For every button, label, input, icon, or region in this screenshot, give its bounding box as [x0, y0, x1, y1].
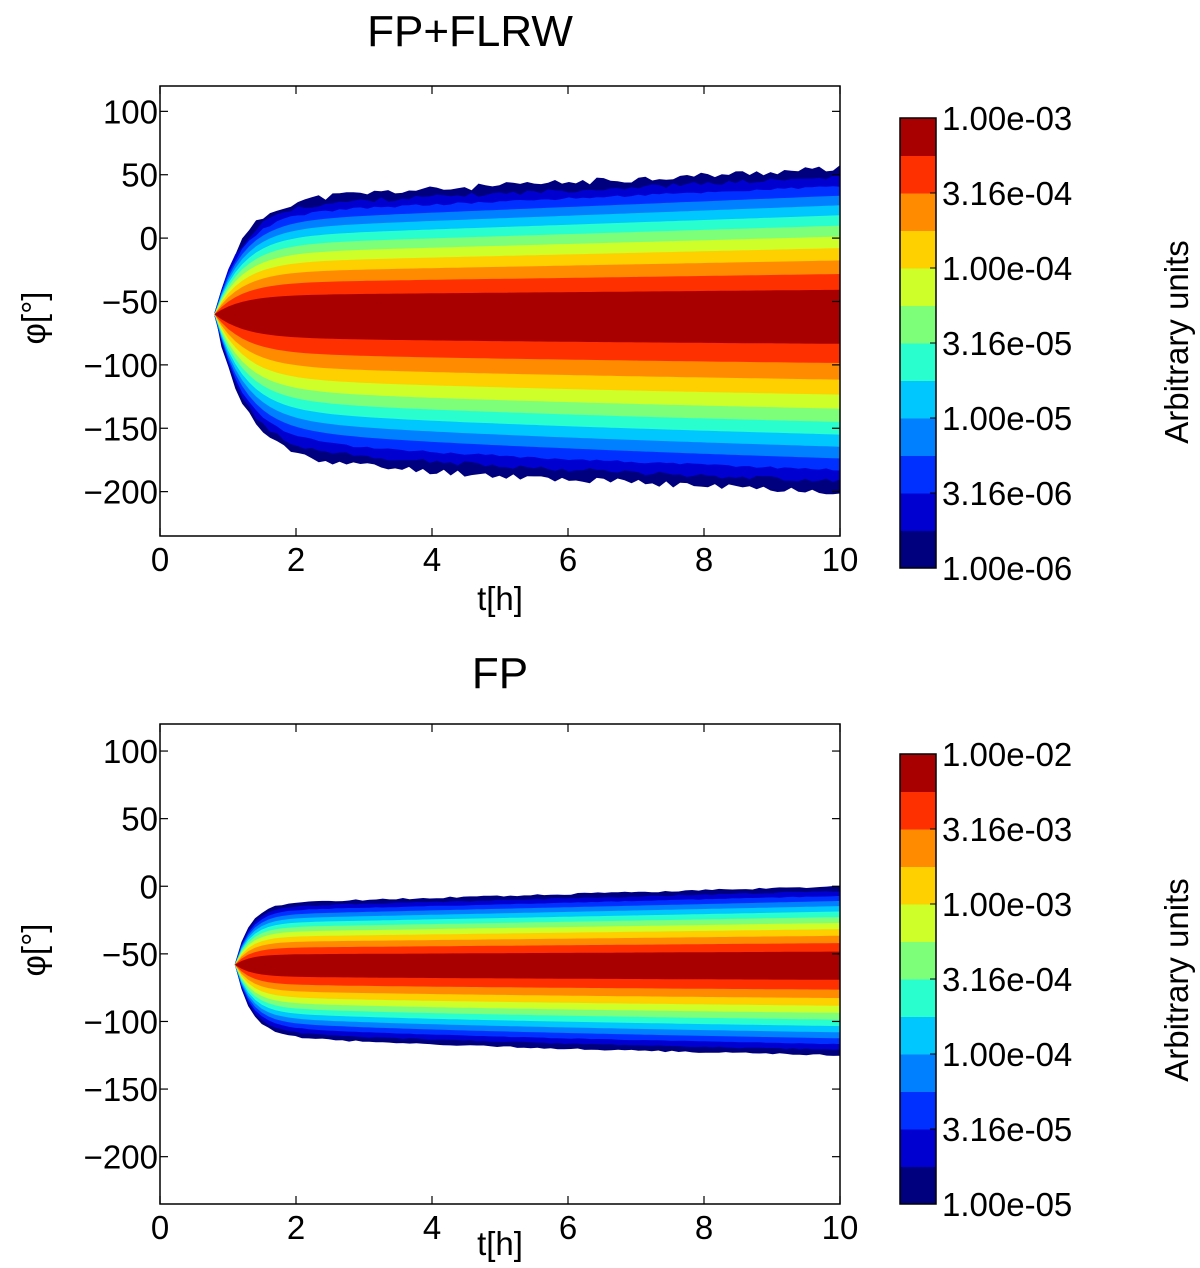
contour-band	[214, 289, 840, 344]
colorbar-segment	[900, 754, 936, 792]
y-tick-label: −100	[84, 1003, 158, 1040]
colorbar-segment	[900, 268, 936, 306]
x-tick-label: 4	[423, 1209, 441, 1246]
x-axis: 0 2 4 6 8 10	[151, 724, 859, 1246]
x-tick-label: 2	[287, 1209, 305, 1246]
colorbar-tick-label: 1.00e-06	[942, 550, 1072, 587]
colorbar-segment	[900, 979, 936, 1017]
colorbar-segment	[900, 530, 936, 569]
colorbar-segment	[900, 1054, 936, 1092]
colorbar: 1.00e-02 3.16e-03 1.00e-03 3.16e-04 1.00e-04…	[899, 736, 1072, 1223]
colorbar-segment	[900, 866, 936, 905]
colorbar-label: Arbitrary units	[1158, 240, 1195, 444]
x-tick-label: 6	[559, 541, 577, 578]
panel-fp: FP 0 2 4 6 8 10 100 50 0 −50 −100 −150 −200 t[h] φ[…	[15, 649, 1195, 1262]
x-tick-label: 8	[695, 541, 713, 578]
x-tick-label: 0	[151, 541, 169, 578]
colorbar: 1.00e-03 3.16e-04 1.00e-04 3.16e-05 1.00e-05…	[899, 100, 1072, 587]
panel-fp-flrw: FP+FLRW 0 2 4 6 8 10 100 50 0 −50 −100 −150 −200 t[…	[15, 7, 1195, 617]
colorbar-tick-label: 3.16e-04	[942, 961, 1072, 998]
y-axis-label: φ[°]	[15, 924, 52, 977]
colorbar-label: Arbitrary units	[1158, 878, 1195, 1082]
y-tick-label: −200	[84, 474, 158, 511]
colorbar-tick-label: 3.16e-05	[942, 325, 1072, 362]
y-axis-label: φ[°]	[15, 292, 52, 345]
colorbar-segment	[900, 305, 936, 344]
colorbar-segment	[900, 380, 936, 419]
y-tick-label: −200	[84, 1139, 158, 1176]
colorbar-segment	[900, 829, 936, 867]
colorbar-tick-label: 1.00e-04	[942, 250, 1072, 287]
y-tick-label: 0	[140, 220, 158, 257]
colorbar-segment	[900, 1166, 936, 1205]
x-tick-label: 0	[151, 1209, 169, 1246]
x-tick-label: 10	[822, 541, 859, 578]
x-axis: 0 2 4 6 8 10	[151, 86, 859, 578]
y-tick-label: −150	[84, 1071, 158, 1108]
plot-area	[214, 165, 840, 495]
contour-band	[234, 951, 840, 980]
y-tick-label: 50	[121, 801, 158, 838]
colorbar-tick-label: 1.00e-03	[942, 100, 1072, 137]
colorbar-segment	[900, 1016, 936, 1055]
y-tick-label: 50	[121, 157, 158, 194]
chart-title: FP	[472, 649, 528, 698]
x-tick-label: 4	[423, 541, 441, 578]
y-tick-label: −50	[102, 283, 158, 320]
colorbar-tick-label: 1.00e-02	[942, 736, 1072, 773]
colorbar-tick-label: 1.00e-04	[942, 1036, 1072, 1073]
x-axis-label: t[h]	[477, 580, 523, 617]
colorbar-segment	[900, 418, 936, 456]
y-axis: 100 50 0 −50 −100 −150 −200	[84, 733, 840, 1176]
x-tick-label: 10	[822, 1209, 859, 1246]
colorbar-segment	[900, 193, 936, 231]
colorbar-tick-label: 3.16e-03	[942, 811, 1072, 848]
plot-frame	[159, 85, 841, 537]
colorbar-segment	[900, 118, 936, 156]
plot-frame	[159, 723, 841, 1205]
colorbar-segment	[900, 493, 936, 531]
colorbar-segment	[900, 230, 936, 269]
colorbar-segment	[900, 791, 936, 830]
colorbar-segment	[900, 904, 936, 942]
colorbar-tick-label: 1.00e-05	[942, 400, 1072, 437]
colorbar-tick-label: 3.16e-04	[942, 175, 1072, 212]
colorbar-tick-label: 3.16e-05	[942, 1111, 1072, 1148]
y-tick-label: −150	[84, 410, 158, 447]
chart-title: FP+FLRW	[367, 7, 573, 56]
y-tick-label: 0	[140, 868, 158, 905]
colorbar-segment	[900, 1091, 936, 1130]
x-tick-label: 2	[287, 541, 305, 578]
y-tick-label: 100	[103, 93, 158, 130]
colorbar-segment	[900, 941, 936, 980]
plot-area	[234, 886, 840, 1056]
y-tick-label: −50	[102, 936, 158, 973]
colorbar-tick-label: 1.00e-05	[942, 1186, 1072, 1223]
y-tick-label: 100	[103, 733, 158, 770]
colorbar-tick-label: 1.00e-03	[942, 886, 1072, 923]
colorbar-segment	[900, 155, 936, 194]
x-tick-label: 8	[695, 1209, 713, 1246]
y-tick-label: −100	[84, 347, 158, 384]
x-tick-label: 6	[559, 1209, 577, 1246]
x-axis-label: t[h]	[477, 1225, 523, 1262]
colorbar-segment	[900, 343, 936, 381]
y-axis: 100 50 0 −50 −100 −150 −200	[84, 93, 840, 511]
colorbar-segment	[900, 1129, 936, 1167]
colorbar-tick-label: 3.16e-06	[942, 475, 1072, 512]
colorbar-segment	[900, 455, 936, 494]
